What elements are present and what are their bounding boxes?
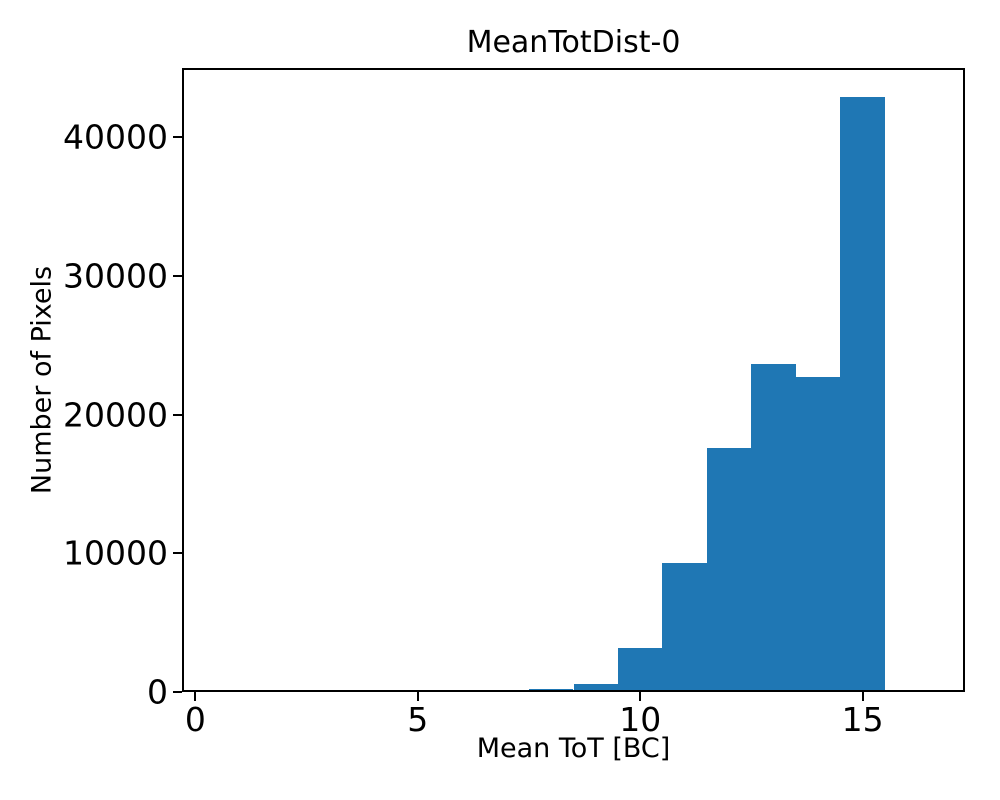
y-tick-mark bbox=[173, 413, 182, 416]
histogram-bar bbox=[706, 447, 752, 692]
y-tick-mark bbox=[173, 691, 182, 693]
y-tick-mark bbox=[173, 275, 182, 277]
x-tick-mark bbox=[416, 692, 419, 701]
x-tick-label: 15 bbox=[841, 700, 884, 739]
x-tick-mark bbox=[194, 692, 197, 701]
x-tick-label: 5 bbox=[407, 700, 429, 739]
histogram-bar bbox=[529, 688, 574, 692]
y-tick-label: 40000 bbox=[63, 117, 168, 157]
histogram-bar bbox=[795, 376, 841, 692]
histogram-bar bbox=[751, 364, 796, 692]
x-tick-label: 10 bbox=[619, 700, 662, 739]
y-tick-label: 0 bbox=[147, 672, 168, 712]
y-tick-label: 20000 bbox=[63, 395, 168, 435]
y-tick-label: 10000 bbox=[63, 533, 168, 573]
y-tick-mark bbox=[173, 136, 182, 139]
y-axis-label: Number of Pixels bbox=[26, 265, 58, 495]
x-tick-mark bbox=[639, 692, 642, 701]
x-tick-label: 0 bbox=[184, 700, 206, 739]
histogram-bar bbox=[840, 97, 885, 692]
y-tick-label: 30000 bbox=[63, 256, 168, 296]
y-tick-mark bbox=[173, 552, 182, 555]
histogram-bar bbox=[573, 683, 618, 692]
x-axis-label: Mean ToT [BC] bbox=[476, 733, 671, 764]
x-tick-mark bbox=[861, 692, 864, 701]
histogram-bars bbox=[182, 68, 965, 692]
plot-area bbox=[182, 68, 965, 692]
chart-title: MeanTotDist-0 bbox=[466, 25, 681, 60]
histogram-bar bbox=[617, 648, 663, 692]
histogram-bar bbox=[662, 563, 707, 692]
